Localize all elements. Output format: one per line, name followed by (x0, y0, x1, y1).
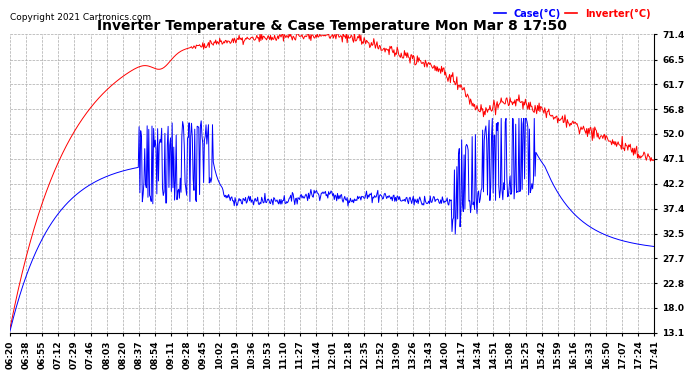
Legend: Case(°C), Inverter(°C): Case(°C), Inverter(°C) (490, 4, 654, 22)
Text: Copyright 2021 Cartronics.com: Copyright 2021 Cartronics.com (10, 13, 151, 22)
Title: Inverter Temperature & Case Temperature Mon Mar 8 17:50: Inverter Temperature & Case Temperature … (97, 19, 567, 33)
